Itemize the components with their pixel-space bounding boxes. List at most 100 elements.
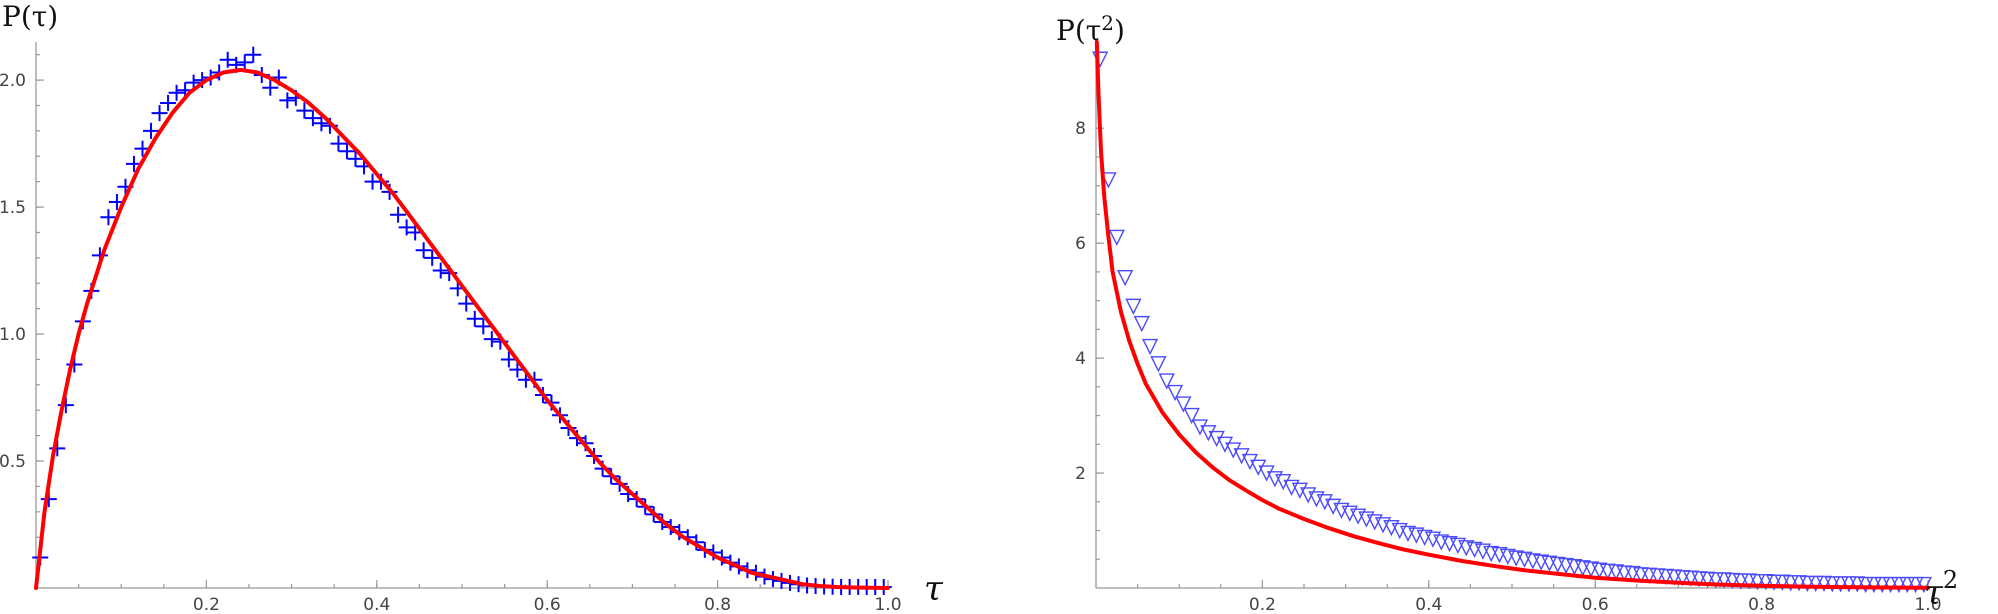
right-triangle-marker [1374, 517, 1392, 534]
right-triangle-marker [1774, 574, 1791, 591]
right-y-axis-title-close: ) [1114, 14, 1125, 47]
right-triangle-marker [1599, 563, 1616, 580]
right-triangle-marker [1183, 407, 1200, 425]
right-triangle-marker [1166, 384, 1184, 402]
right-triangle-marker [1208, 430, 1225, 448]
right-triangle-marker [1133, 315, 1150, 333]
left-fit-curve [34, 67, 890, 590]
right-x-axis-title-exponent: 2 [1943, 566, 1958, 594]
right-triangle-marker [1275, 473, 1292, 491]
right-y-tick-label: 2 [1075, 464, 1086, 484]
right-y-tick-label: 6 [1075, 234, 1086, 254]
left-plus-marker [151, 105, 168, 122]
right-triangle-marker [1832, 576, 1849, 593]
right-triangle-marker [1857, 576, 1874, 594]
left-plus-marker [338, 143, 355, 160]
left-x-axis-title: τ [924, 569, 944, 609]
right-triangle-marker [1724, 572, 1741, 590]
left-plus-marker [100, 209, 117, 226]
right-ticks: 0.2 0.4 0.6 0.8 1.0 2 4 6 8 [1075, 70, 1942, 614]
left-y-tick-label: 0.5 [0, 452, 26, 472]
right-triangle-marker [1890, 576, 1908, 594]
right-y-tick-label: 4 [1075, 349, 1086, 369]
left-plus-marker [57, 397, 74, 414]
right-triangle-marker [1740, 573, 1758, 590]
right-triangle-marker [1682, 570, 1700, 587]
right-triangle-marker [1141, 338, 1159, 356]
right-triangle-marker [1258, 465, 1275, 482]
left-plus-marker [475, 318, 492, 335]
left-plus-marker [390, 206, 407, 223]
left-x-tick-label: 0.6 [534, 595, 561, 614]
left-x-tick-label: 1.0 [874, 595, 901, 614]
left-plus-marker [483, 331, 500, 348]
right-triangle-marker [1899, 576, 1916, 594]
left-plus-marker [219, 51, 236, 68]
right-triangle-marker [1749, 573, 1766, 591]
right-fit-curve [1094, 40, 1930, 590]
right-triangle-marker [1116, 269, 1134, 287]
right-triangle-marker [1616, 565, 1633, 582]
right-triangle-marker [1649, 568, 1666, 585]
right-triangle-marker [1915, 576, 1932, 594]
right-triangle-marker [1225, 442, 1242, 459]
left-x-tick-label: 0.2 [193, 595, 220, 614]
left-plus-marker [500, 351, 517, 368]
left-plus-marker [458, 295, 475, 312]
right-triangle-marker [1765, 574, 1783, 591]
right-y-axis-title-exponent: 2 [1101, 11, 1114, 35]
left-plus-marker [245, 46, 262, 63]
right-triangle-marker [1732, 573, 1749, 590]
right-y-axis-title-text: P(τ [1056, 14, 1101, 47]
right-triangle-marker [1349, 508, 1367, 525]
right-triangle-marker [1782, 575, 1799, 592]
right-triangle-marker [1233, 448, 1250, 465]
right-x-axis-title-text: τ [1924, 573, 1944, 613]
right-x-tick-label: 0.6 [1582, 595, 1609, 614]
right-x-tick-label: 0.2 [1249, 595, 1276, 614]
left-ticks: 0.2 0.4 0.6 0.8 1.0 0.5 1.0 1.5 2.0 [0, 54, 902, 614]
left-x-tick-label: 0.4 [363, 595, 390, 614]
right-triangle-marker [1632, 567, 1650, 584]
right-triangle-marker [1241, 453, 1259, 471]
right-triangle-marker [1849, 576, 1866, 593]
right-triangle-marker [1815, 575, 1833, 592]
right-triangle-marker [1907, 576, 1924, 594]
left-y-tick-label: 1.5 [0, 198, 26, 218]
left-plus-marker [262, 79, 279, 96]
right-triangle-marker [1158, 373, 1175, 390]
right-triangle-marker [1641, 567, 1658, 584]
left-plus-marker [466, 310, 483, 327]
right-triangle-marker [1316, 494, 1333, 511]
right-triangle-marker [1666, 569, 1683, 586]
right-triangle-marker [1707, 572, 1724, 589]
right-triangle-marker [1341, 505, 1358, 522]
left-y-tick-label: 1.0 [0, 325, 26, 345]
right-triangle-marker [1882, 576, 1899, 594]
left-plus-marker [347, 150, 364, 167]
right-triangle-marker [1674, 569, 1691, 587]
right-triangle-marker [1358, 511, 1375, 528]
right-x-tick-label: 0.4 [1415, 595, 1442, 614]
right-triangle-marker [1391, 522, 1408, 540]
right-y-axis-title: P(τ2) [1056, 11, 1125, 47]
right-triangle-marker [1150, 356, 1167, 373]
right-triangle-marker [1840, 576, 1858, 593]
right-triangle-marker [1757, 573, 1774, 591]
right-triangle-marker [1366, 514, 1383, 531]
right-triangle-marker [1108, 229, 1125, 246]
left-x-tick-label: 0.8 [704, 595, 731, 614]
right-triangle-marker [1216, 436, 1234, 453]
right-triangle-marker [1807, 575, 1824, 592]
right-triangle-marker [1250, 459, 1267, 476]
left-chart: 0.2 0.4 0.6 0.8 1.0 0.5 1.0 1.5 2.0 P(τ) τ [0, 0, 944, 614]
right-triangle-marker [1191, 419, 1209, 436]
right-triangle-marker [1824, 576, 1841, 593]
right-triangle-marker [1865, 576, 1883, 594]
left-plus-marker [424, 249, 441, 266]
right-y-tick-label: 8 [1075, 119, 1086, 139]
left-plus-marker [432, 262, 449, 279]
right-triangle-marker [1383, 519, 1400, 537]
